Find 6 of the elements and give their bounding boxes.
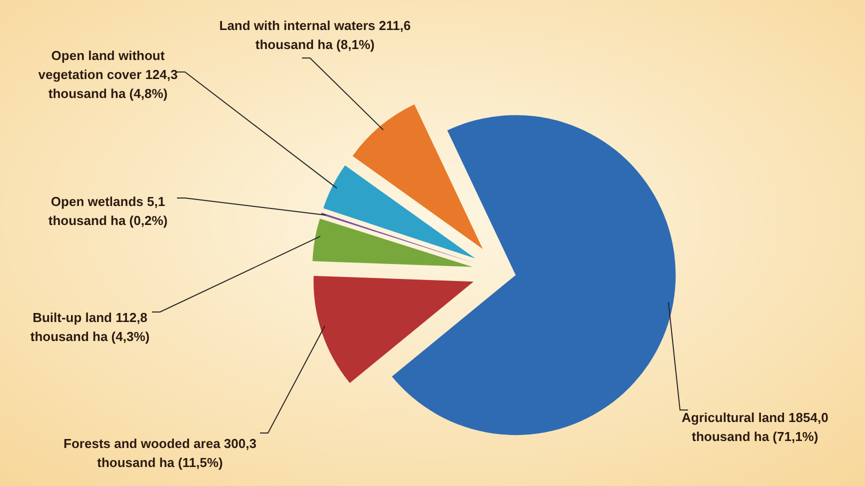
slice-label: Forests and wooded area 300,3 thousand ha (11,5%) <box>64 436 256 470</box>
slice-label: Land with internal waters 211,6 thousand ha (8,1%) <box>219 18 411 52</box>
slice-label: Open land without vegetation cover 124,3 thousand ha (4,8%) <box>38 48 178 101</box>
slice-label: Built-up land 112,8 thousand ha (4,3%) <box>30 310 150 344</box>
slice-label: Open wetlands 5,1 thousand ha (0,2%) <box>48 194 168 228</box>
slice-label: Agricultural land 1854,0 thousand ha (71,1%) <box>682 410 828 444</box>
